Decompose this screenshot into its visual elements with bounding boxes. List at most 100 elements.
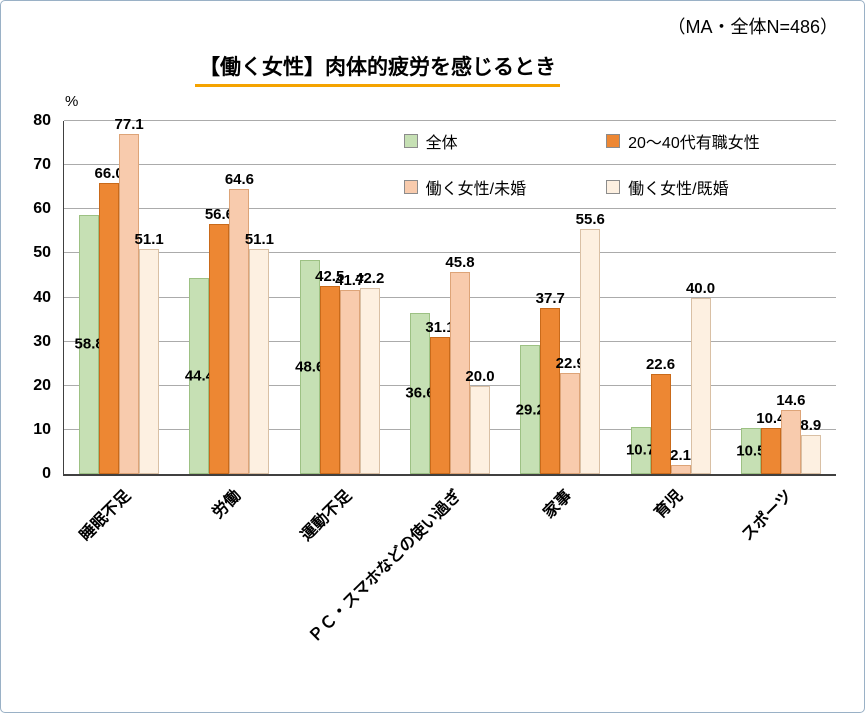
y-tick-label: 10 [33, 420, 51, 438]
x-axis-label: 運動不足 [297, 487, 355, 545]
value-label: 20.0 [465, 367, 495, 385]
value-label: 64.6 [224, 170, 255, 188]
bar: 64.6 [225, 171, 254, 474]
x-axis-label: 睡眠不足 [77, 487, 135, 545]
value-label: 42.2 [355, 269, 385, 287]
value-label: 10.7 [625, 441, 656, 459]
value-label: 51.1 [244, 230, 275, 248]
gridline [64, 120, 836, 121]
x-axis-label: 家事 [540, 487, 576, 522]
legend-item: 全体 [403, 129, 526, 153]
legend-label: 働く女性/未婚 [425, 181, 527, 198]
bar: 66.0 [95, 165, 124, 474]
bar: 22.6 [646, 356, 675, 474]
bar: 42.2 [355, 270, 384, 474]
bar-group: 10.5 10.4 14.6 8.9 [726, 121, 836, 474]
bar: 14.6 [776, 392, 805, 474]
bar: 56.6 [205, 206, 234, 474]
y-tick-label: 20 [33, 376, 51, 394]
bar: 55.6 [576, 211, 605, 474]
sample-size-note: （MA・全体N=486） [667, 17, 838, 37]
y-tick-label: 30 [33, 332, 51, 350]
bar-group: 44.4 56.6 64.6 51.1 [174, 121, 284, 474]
bar: 44.4 [185, 278, 214, 474]
legend-label: 働く女性/既婚 [628, 181, 729, 198]
legend-swatch [606, 134, 621, 148]
value-label: 29.2 [515, 401, 545, 419]
y-tick-label: 0 [42, 465, 51, 482]
bar: 10.4 [756, 410, 785, 474]
value-label: 10.5 [736, 442, 766, 460]
bar: 31.1 [425, 319, 455, 474]
gridline [64, 252, 836, 254]
title-wrap: 【働く女性】肉体的疲労を感じるとき [1, 51, 754, 87]
value-label: 77.1 [114, 115, 144, 133]
bar: 37.7 [536, 290, 565, 474]
value-label: 48.6 [295, 358, 325, 376]
value-label: 37.7 [535, 289, 565, 307]
value-label: 41.7 [335, 272, 365, 289]
legend-swatch [403, 180, 418, 194]
value-label: 40.0 [685, 279, 716, 297]
bar: 51.1 [135, 231, 164, 474]
y-axis: 0 10 20 30 40 50 60 70 80 [9, 112, 57, 482]
bar-group: 29.2 37.7 22.9 55.6 [505, 121, 615, 474]
value-label: 44.4 [184, 367, 215, 385]
bar: 20.0 [465, 368, 495, 474]
value-label: 2.1 [670, 446, 691, 464]
legend-swatch [606, 180, 621, 194]
value-label: 51.1 [134, 230, 164, 248]
y-tick-label: 40 [33, 288, 51, 306]
gridline [64, 208, 836, 210]
value-label: 22.6 [645, 356, 676, 374]
bar: 48.6 [295, 259, 324, 474]
value-label: 66.0 [94, 164, 124, 182]
y-tick-label: 50 [33, 244, 51, 262]
legend-item: 働く女性/未婚 [403, 175, 527, 199]
legend-item: 20～40代有職女性 [606, 129, 760, 153]
value-label: 58.8 [74, 335, 104, 353]
bar: 29.2 [516, 345, 545, 474]
value-label: 8.9 [800, 416, 822, 434]
bar-group: 48.6 42.5 41.7 42.2 [285, 121, 395, 474]
gridline [64, 164, 836, 166]
x-axis-label: スポーツ [739, 487, 797, 545]
value-label: 31.1 [425, 318, 455, 336]
chart-title: 【働く女性】肉体的疲労を感じるとき [195, 51, 560, 87]
bar-group: 36.6 31.1 45.8 20.0 [395, 121, 505, 474]
y-tick-label: 70 [33, 156, 51, 174]
bar-group: 10.7 22.6 2.1 40.0 [615, 121, 725, 474]
bar: 2.1 [670, 447, 691, 474]
bar: 8.9 [800, 417, 821, 474]
bar: 41.7 [335, 272, 364, 474]
legend-label: 全体 [425, 135, 458, 152]
bar: 45.8 [445, 254, 475, 474]
value-label: 42.5 [315, 268, 345, 286]
y-tick-label: 60 [33, 200, 51, 218]
value-label: 22.9 [555, 354, 585, 372]
bar: 10.7 [626, 426, 655, 474]
x-axis-labels: 睡眠不足 労働 運動不足 ＰＣ・スマホなどの使い過ぎ 家事 育児 スポーツ [63, 477, 835, 707]
x-axis-label: 労働 [210, 487, 245, 522]
value-label: 45.8 [445, 253, 475, 271]
bar: 77.1 [115, 116, 144, 474]
bar-groups: 58.8 66.0 77.1 51.1 44.4 56.6 64.6 51.1 48.6 42.5… [64, 116, 836, 474]
legend: 全体 20～40代有職女性働く女性/未婚 働く女性/既婚 [403, 129, 760, 199]
legend-swatch [403, 134, 418, 148]
value-label: 14.6 [776, 391, 806, 409]
bar: 51.1 [245, 231, 274, 474]
y-tick-label: 80 [33, 112, 51, 129]
y-axis-unit-label: % [65, 93, 79, 110]
bar-group: 58.8 66.0 77.1 51.1 [64, 116, 174, 474]
plot-area: 58.8 66.0 77.1 51.1 44.4 56.6 64.6 51.1 48.6 42.5… [63, 116, 836, 476]
value-label: 56.6 [204, 206, 235, 224]
bar: 36.6 [405, 312, 435, 474]
bar: 40.0 [686, 280, 715, 474]
bar: 22.9 [556, 355, 585, 474]
bar: 10.5 [736, 427, 765, 474]
legend-item: 働く女性/既婚 [606, 175, 760, 199]
legend-label: 20～40代有職女性 [628, 135, 760, 152]
value-label: 36.6 [405, 384, 435, 402]
bar: 58.8 [75, 214, 104, 474]
